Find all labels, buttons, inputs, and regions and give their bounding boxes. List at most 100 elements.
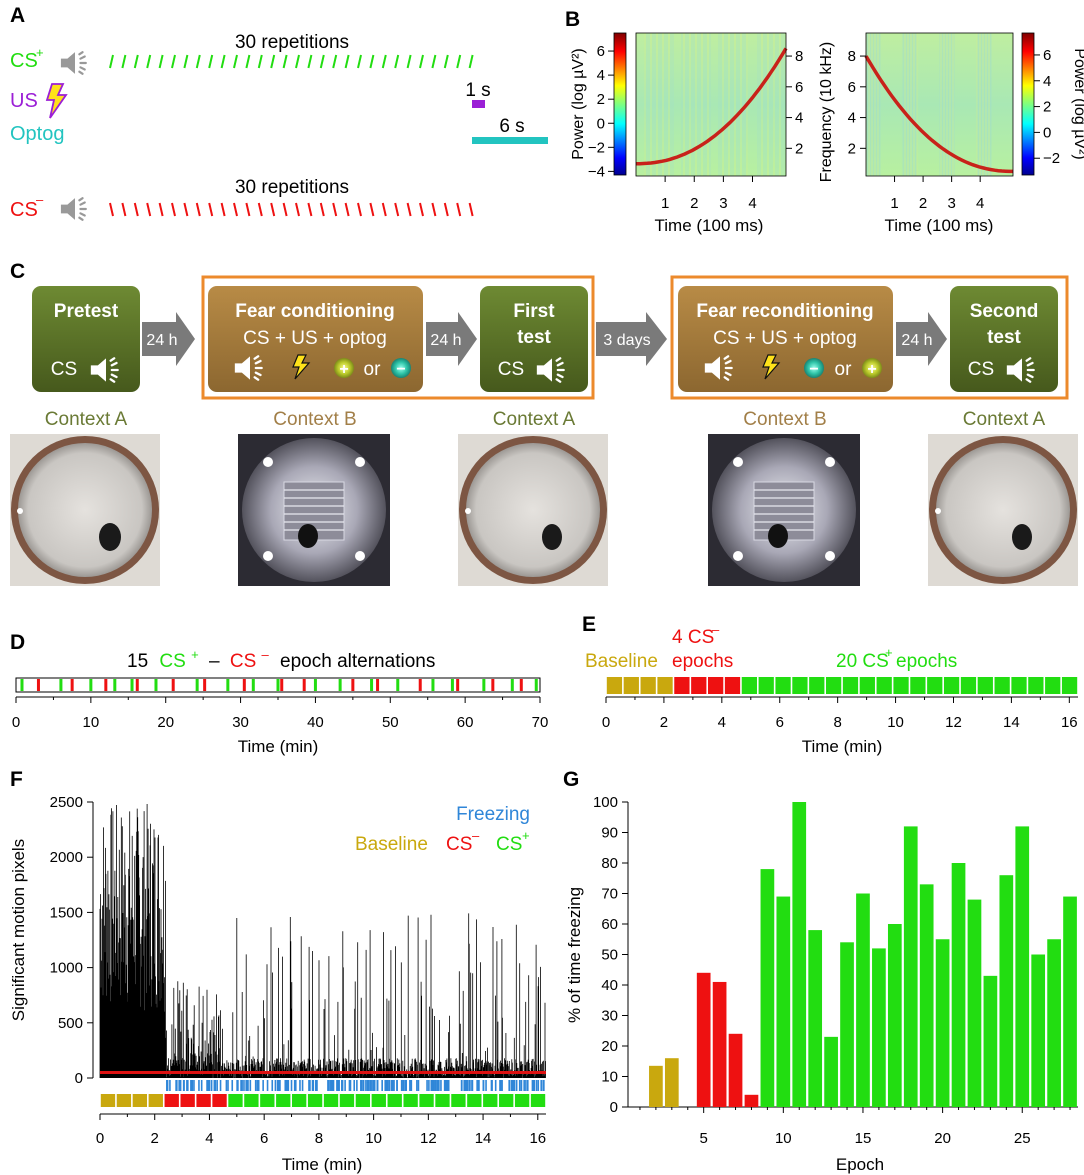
arrow-4: 24 h (896, 312, 947, 366)
spectrogram-right-xticks: 1 2 3 4 (890, 176, 984, 212)
e-epoch-block (792, 677, 808, 694)
e-epoch-block (1061, 677, 1078, 694)
spec-right-ytick-label: 2 (848, 140, 856, 157)
f-epoch-block (244, 1094, 259, 1107)
plus-sign-fc: + (339, 361, 348, 378)
csplus-label: CS (10, 50, 38, 72)
d-title-csplus-sup: + (191, 647, 199, 662)
freezing-mark (512, 1080, 514, 1091)
csplus-tick (109, 54, 114, 69)
e-epoch-block (910, 677, 926, 694)
freezing-mark (338, 1080, 340, 1091)
freezing-mark (245, 1080, 248, 1091)
step-first-test (480, 286, 588, 392)
panel-b: B 6 4 2 0 −2 −4 Power (log µV²) 1 2 3 4 Time (10… (565, 8, 1084, 235)
freezing-mark (494, 1080, 497, 1091)
spec-xtick-label: 1 (890, 195, 898, 212)
e-epoch-block (876, 677, 892, 694)
g-bar (999, 875, 1014, 1107)
f-epoch-block (514, 1094, 530, 1107)
csplus-tick (381, 54, 387, 69)
csminus-tick (357, 202, 362, 217)
step-frc-title: Fear reconditioning (696, 301, 873, 322)
f-xtick-label: 0 (96, 1130, 104, 1147)
g-xtick-label: 10 (775, 1130, 792, 1147)
step-second-sub: CS (968, 359, 994, 380)
e-xtick-label: 16 (1061, 714, 1078, 731)
freezing-mark (444, 1080, 447, 1091)
e-epoch-block (674, 677, 690, 694)
freezing-mark (186, 1080, 188, 1091)
freezing-mark (362, 1080, 365, 1091)
freezing-mark (540, 1080, 543, 1091)
freezing-mark (409, 1080, 411, 1091)
freezing-mark (210, 1080, 213, 1091)
spectrogram-right-texture (865, 33, 992, 176)
freq-tick-label: 6 (795, 79, 803, 96)
step-pretest-title: Pretest (54, 301, 119, 322)
e-epoch-block (724, 677, 741, 694)
freezing-mark (446, 1080, 449, 1091)
g-bar (919, 884, 934, 1107)
freezing-mark (344, 1080, 346, 1091)
freezing-mark (431, 1080, 434, 1091)
freezing-mark (476, 1080, 478, 1091)
e-xtick-label: 6 (776, 714, 784, 731)
step-second-title2: test (987, 327, 1021, 348)
cbar-right-tick-label: 2 (1043, 99, 1051, 116)
spectrogram-right-yticks: 8 6 4 2 (848, 48, 866, 157)
arrow-3: 3 days (596, 312, 667, 366)
freezing-mark (166, 1080, 169, 1091)
panel-label-b: B (565, 8, 580, 31)
spec-xtick-label: 4 (748, 195, 756, 212)
cbar-left-tick-label: 2 (597, 91, 605, 108)
csminus-epoch-mark (302, 679, 306, 691)
freezing-mark (491, 1080, 493, 1091)
freezing-mark (231, 1080, 234, 1091)
colorbar-right-ticks: 6 4 2 0 −2 (1034, 47, 1060, 167)
freezing-mark (193, 1080, 195, 1091)
freezing-mark (373, 1080, 376, 1091)
f-ylabel: Significant motion pixels (9, 839, 28, 1021)
freezing-mark (169, 1080, 171, 1091)
freezing-mark (464, 1080, 466, 1091)
csminus-tick (332, 202, 338, 217)
step-pretest-sub: CS (51, 359, 77, 380)
f-epoch-block (100, 1094, 116, 1107)
f-xlabel: Time (min) (282, 1155, 363, 1174)
f-ytick-label: 2000 (50, 849, 83, 866)
freezing-mark (240, 1080, 242, 1091)
freezing-mark (368, 1080, 370, 1091)
f-epoch-block (307, 1094, 323, 1107)
freezing-mark (284, 1080, 287, 1091)
freezing-mark (225, 1080, 228, 1091)
freezing-mark (191, 1080, 194, 1091)
g-bar (728, 1033, 743, 1107)
csplus-epoch-mark (510, 679, 514, 691)
csplus-tick (406, 54, 412, 69)
cbar-right-tick-label: 0 (1043, 124, 1051, 141)
power-label-right: Power (log µV²) (1071, 48, 1084, 159)
csminus-tick (233, 202, 238, 217)
freezing-mark (485, 1080, 487, 1091)
spec-xtick-label: 3 (719, 195, 727, 212)
g-bar (1063, 896, 1077, 1107)
csplus-tick (344, 54, 350, 69)
panel-d-x-axis: 0 10 20 30 40 50 60 70 (12, 696, 548, 731)
csminus-epoch-mark (70, 679, 74, 691)
g-bar (1047, 939, 1061, 1107)
csminus-tick (369, 202, 375, 217)
plus-sign-frc: + (867, 361, 876, 378)
csplus-epoch-mark (370, 679, 374, 691)
csplus-tick (195, 54, 201, 69)
csplus-tick (133, 54, 139, 69)
csminus-epoch-mark (351, 679, 355, 691)
freezing-mark (417, 1080, 420, 1091)
f-epoch-block (323, 1094, 339, 1107)
e-epoch-block (893, 677, 909, 694)
freezing-mark (372, 1080, 375, 1091)
e-xtick-label: 0 (602, 714, 610, 731)
f-epoch-block (419, 1094, 434, 1107)
f-epoch-block (116, 1094, 132, 1107)
